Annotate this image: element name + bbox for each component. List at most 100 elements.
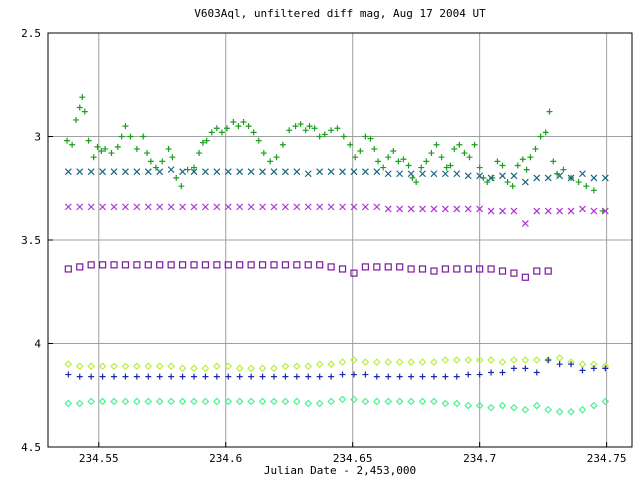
data-point (293, 373, 300, 380)
data-point (532, 145, 539, 152)
data-point (396, 263, 404, 271)
data-point (418, 164, 425, 171)
series-1 (64, 166, 609, 186)
data-point (155, 397, 164, 406)
data-point (121, 397, 130, 406)
data-point (145, 373, 152, 380)
data-point (395, 158, 402, 165)
data-point (428, 150, 435, 157)
tick-labels: 234.55 234.6 234.65 234.7 234.75 2.5 3 3.5 4 4.5 (21, 27, 626, 465)
data-point (452, 399, 461, 408)
data-point (487, 174, 495, 182)
data-point (236, 203, 244, 211)
plot-frame (47, 32, 633, 448)
data-point (350, 356, 358, 364)
series-6 (64, 395, 610, 416)
data-point (240, 119, 247, 126)
data-point (98, 261, 107, 269)
data-point (302, 127, 309, 134)
data-point (270, 364, 278, 373)
data-point (64, 203, 72, 211)
data-point (191, 373, 197, 380)
data-point (201, 261, 210, 269)
data-point (504, 179, 511, 186)
data-point (350, 269, 358, 277)
data-point (224, 168, 232, 176)
data-point (110, 261, 118, 269)
data-point (601, 397, 610, 406)
data-point (167, 261, 175, 269)
data-point (245, 123, 252, 130)
data-point (465, 371, 472, 378)
data-point (338, 265, 347, 273)
data-point (121, 362, 130, 371)
data-point (373, 168, 381, 176)
data-point (98, 147, 105, 154)
data-point (327, 263, 335, 271)
data-point (76, 203, 84, 211)
data-point (121, 261, 130, 269)
data-point (441, 205, 449, 213)
data-point (118, 133, 125, 140)
data-point (133, 362, 141, 371)
data-point (464, 172, 472, 180)
y-tick-label: 2.5 (21, 27, 41, 40)
data-point (384, 170, 392, 178)
data-point (224, 362, 233, 371)
data-point (281, 168, 289, 176)
data-point (316, 133, 323, 140)
data-point (556, 361, 563, 368)
data-point (202, 373, 209, 380)
data-point (418, 358, 427, 366)
data-point (532, 401, 541, 410)
data-point (224, 261, 232, 269)
data-point (499, 369, 506, 376)
data-point (373, 373, 380, 380)
data-point (418, 397, 427, 406)
data-point (590, 401, 598, 410)
data-point (114, 143, 121, 150)
data-point (430, 170, 438, 178)
data-point (407, 205, 415, 213)
data-point (476, 265, 484, 273)
x-tick-label: 234.55 (79, 452, 119, 465)
data-point (110, 362, 118, 371)
data-point (602, 365, 609, 372)
data-point (64, 137, 71, 144)
data-point (247, 203, 255, 211)
data-point (64, 360, 73, 369)
data-point (407, 397, 415, 406)
data-point (292, 397, 301, 406)
data-point (438, 154, 445, 161)
data-point (167, 362, 175, 371)
data-point (327, 360, 335, 369)
data-point (476, 205, 484, 213)
data-point (179, 373, 186, 380)
data-point (102, 145, 109, 152)
data-point (81, 108, 88, 115)
data-point (452, 356, 461, 364)
data-point (550, 158, 557, 165)
data-point (213, 125, 220, 132)
data-point (499, 162, 506, 169)
data-point (273, 154, 280, 161)
data-point (167, 397, 175, 406)
data-point (255, 137, 262, 144)
data-point (258, 397, 267, 406)
data-point (544, 267, 552, 275)
data-point (65, 371, 72, 378)
data-point (371, 145, 378, 152)
data-point (555, 354, 564, 362)
data-point (380, 164, 387, 171)
data-point (567, 407, 575, 416)
data-point (110, 203, 118, 211)
data-point (521, 356, 530, 364)
data-point (304, 399, 313, 408)
data-point (390, 147, 397, 154)
data-point (419, 205, 426, 213)
data-point (88, 373, 95, 380)
data-point (259, 203, 266, 211)
data-point (304, 362, 313, 371)
data-point (544, 405, 553, 414)
data-point (156, 261, 164, 269)
